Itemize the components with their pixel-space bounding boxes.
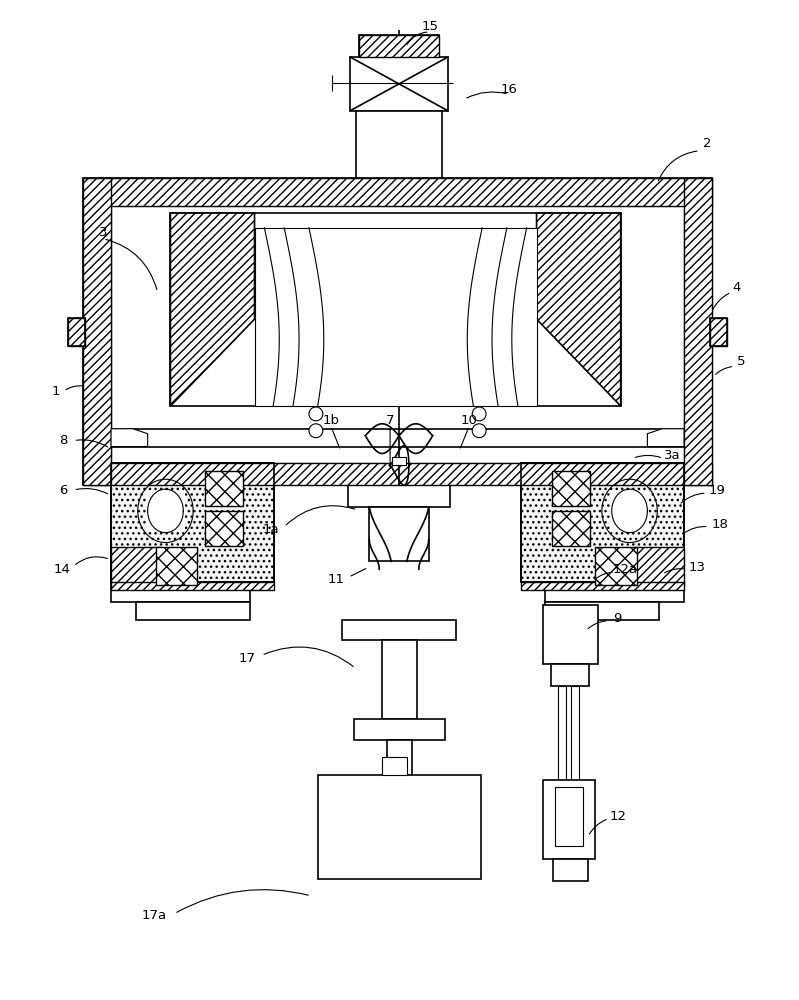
Bar: [543, 780, 595, 859]
Bar: [559, 686, 566, 815]
Bar: [342, 620, 456, 640]
Bar: [355, 719, 444, 740]
Text: 4: 4: [732, 281, 741, 294]
Bar: [205, 471, 243, 506]
Polygon shape: [170, 213, 255, 406]
Text: 8: 8: [59, 434, 68, 447]
Bar: [205, 511, 243, 546]
Bar: [111, 429, 684, 447]
Bar: [684, 178, 712, 485]
Bar: [360, 35, 439, 57]
Text: 16: 16: [500, 83, 517, 96]
Bar: [69, 318, 85, 346]
Bar: [111, 463, 274, 582]
Bar: [610, 491, 650, 531]
Bar: [69, 318, 85, 346]
Bar: [318, 775, 481, 879]
Bar: [382, 757, 407, 775]
Bar: [88, 228, 106, 436]
Bar: [543, 605, 598, 664]
Bar: [83, 178, 712, 206]
Bar: [382, 640, 417, 719]
Bar: [255, 228, 537, 406]
Text: 11: 11: [327, 573, 344, 586]
Text: 2: 2: [702, 137, 711, 150]
Bar: [595, 547, 637, 585]
Bar: [571, 686, 579, 864]
Bar: [349, 57, 448, 111]
Text: 7: 7: [386, 414, 395, 427]
Circle shape: [309, 407, 323, 421]
Bar: [546, 602, 659, 620]
Bar: [521, 582, 684, 590]
Text: 9: 9: [614, 612, 622, 625]
Bar: [554, 859, 588, 881]
Bar: [136, 602, 249, 620]
Text: 18: 18: [711, 518, 728, 531]
Bar: [111, 582, 274, 590]
Bar: [689, 228, 707, 436]
Text: 19: 19: [708, 484, 725, 497]
Text: 14: 14: [53, 563, 70, 576]
Bar: [710, 318, 726, 346]
Bar: [369, 507, 429, 561]
Bar: [684, 206, 712, 457]
Bar: [111, 206, 684, 463]
Bar: [83, 178, 111, 485]
Text: 1a: 1a: [263, 523, 280, 536]
Text: 1: 1: [51, 385, 60, 398]
Bar: [348, 485, 451, 507]
Bar: [634, 547, 684, 585]
Bar: [392, 457, 406, 465]
Bar: [145, 491, 185, 531]
Bar: [83, 178, 712, 485]
Text: 13: 13: [689, 561, 706, 574]
Bar: [546, 582, 684, 602]
Bar: [111, 582, 249, 602]
Bar: [170, 213, 621, 406]
Polygon shape: [647, 429, 684, 447]
Bar: [388, 740, 411, 775]
Bar: [552, 511, 590, 546]
Bar: [83, 206, 111, 457]
Bar: [555, 787, 583, 846]
Bar: [111, 463, 274, 582]
Bar: [360, 35, 439, 57]
Bar: [156, 547, 197, 585]
Text: 5: 5: [737, 355, 745, 368]
Polygon shape: [537, 213, 621, 406]
Polygon shape: [111, 429, 148, 447]
Text: 12a: 12a: [613, 563, 638, 576]
Bar: [710, 318, 726, 346]
Bar: [356, 111, 442, 198]
Text: 15: 15: [421, 20, 438, 33]
Bar: [111, 547, 161, 585]
Text: 17: 17: [238, 652, 255, 665]
Text: 12: 12: [609, 810, 626, 823]
Circle shape: [309, 424, 323, 438]
Circle shape: [472, 407, 486, 421]
Text: 3a: 3a: [664, 449, 681, 462]
Text: 3: 3: [99, 226, 107, 239]
Bar: [552, 471, 590, 506]
Text: 17a: 17a: [142, 909, 167, 922]
Bar: [521, 463, 684, 582]
Text: 10: 10: [461, 414, 478, 427]
Bar: [551, 664, 589, 686]
Circle shape: [472, 424, 486, 438]
Bar: [521, 463, 684, 582]
Text: 1b: 1b: [322, 414, 340, 427]
Text: 6: 6: [59, 484, 68, 497]
Bar: [83, 463, 712, 485]
